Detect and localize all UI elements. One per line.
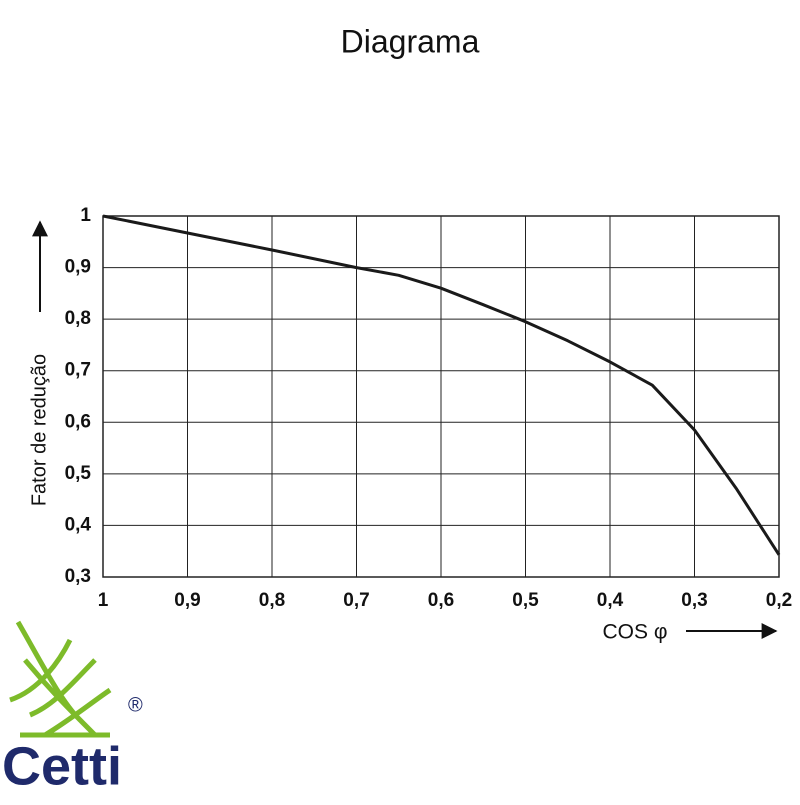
line: [102, 214, 781, 556]
y-tick-label: 0,8: [65, 308, 91, 329]
x-tick-label: 0,9: [174, 590, 200, 611]
plot-frame: [102, 215, 780, 578]
y-tick-label: 0,3: [65, 566, 91, 587]
x-tick-label: 0,3: [681, 590, 707, 611]
y-tick-label: 0,5: [65, 463, 92, 484]
y-tick-label: 0,7: [65, 360, 91, 381]
logo-mark: ®: [128, 694, 143, 716]
y-axis-label: Fator de redução: [28, 354, 50, 506]
x-tick-label: 0,4: [597, 590, 624, 611]
chart-title: Diagrama: [341, 23, 480, 59]
x-tick-label: 1: [98, 590, 109, 611]
y-tick-label: 0,6: [65, 411, 91, 432]
x-tick-label: 0,7: [343, 590, 369, 611]
x-tick-label: 0,5: [512, 590, 539, 611]
y-tick-label: 0,4: [65, 514, 92, 535]
x-tick-label: 0,2: [766, 590, 792, 611]
x-tick-label: 0,6: [428, 590, 454, 611]
logo: Cetti ®: [2, 620, 143, 796]
y-tick-label: 0,9: [65, 257, 91, 278]
x-tick-label: 0,8: [259, 590, 285, 611]
logo-swoosh: [9, 620, 112, 738]
y-tick-label: 1: [80, 205, 91, 226]
logo-name: Cetti: [2, 736, 122, 796]
x-axis-label: COS φ: [603, 621, 668, 644]
